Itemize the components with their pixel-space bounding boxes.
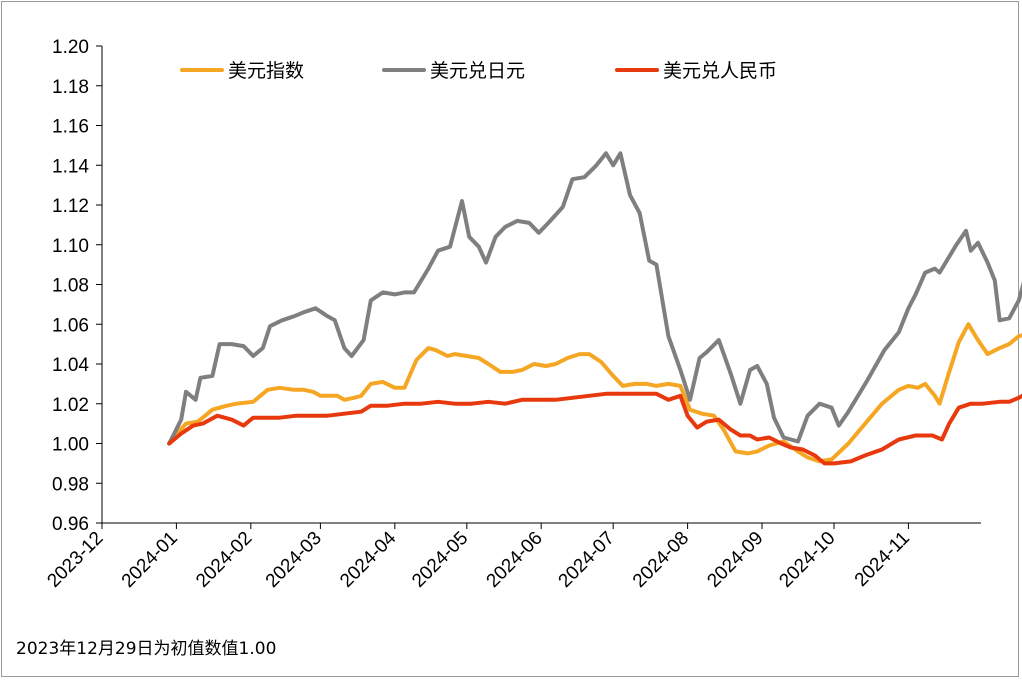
x-tick-label: 2024-03 [262,528,326,592]
x-tick-label: 2024-04 [336,527,400,591]
x-tick-label: 2024-01 [118,528,182,592]
y-tick-label: 1.08 [52,276,89,297]
y-tick-label: 1.18 [52,77,89,98]
legend-label: 美元兑人民币 [663,60,777,82]
series-line-3 [167,391,1022,466]
x-tick-label: 2024-08 [629,528,693,592]
x-tick-label: 2024-02 [192,528,256,592]
y-tick-label: 1.16 [52,117,89,138]
y-tick-label: 1.00 [52,435,89,456]
y-tick-label: 0.98 [52,474,89,495]
chart-note: 2023年12月29日为初值数值1.00 [16,639,277,659]
x-tick-label: 2024-10 [775,528,839,592]
y-tick-label: 1.04 [52,355,89,376]
x-tick-label: 2024-05 [408,528,472,592]
y-tick-label: 1.12 [52,196,89,217]
x-tick-label: 2023-12 [43,528,107,592]
x-tick-label: 2024-09 [703,528,767,592]
y-tick-label: 1.20 [52,37,89,58]
x-tick-label: 2024-07 [555,528,619,592]
x-tick-label: 2024-06 [483,528,547,592]
y-tick-label: 1.02 [52,395,89,416]
y-tick-label: 0.96 [52,514,89,535]
y-tick-label: 1.14 [52,156,89,177]
y-tick-label: 1.06 [52,315,89,336]
y-axis: 0.96 0.98 1.00 1.02 1.04 1.06 1.08 1.10 1.12 1.14… [52,37,103,535]
x-axis: 2023-12 2024-01 2024-02 2024-03 2024-04 2024-… [43,522,981,592]
series-lines [167,151,1022,466]
series-line-2 [167,151,1022,446]
x-tick-label: 2024-11 [851,528,914,591]
legend-label: 美元兑日元 [430,60,525,82]
series-line-1 [167,322,1022,464]
legend-label: 美元指数 [228,60,304,82]
y-tick-label: 1.10 [52,236,89,257]
legend: 美元指数 美元兑日元 美元兑人民币 [180,60,777,82]
